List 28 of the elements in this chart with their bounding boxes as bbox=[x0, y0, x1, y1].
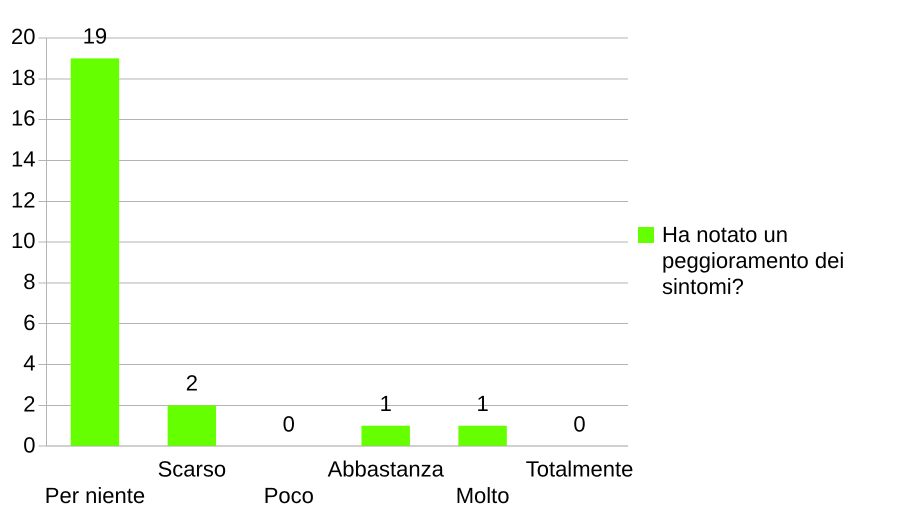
x-tick-label: Per niente bbox=[44, 482, 146, 508]
bar bbox=[458, 426, 507, 446]
y-tick-label: 0 bbox=[23, 432, 36, 458]
bar bbox=[70, 58, 120, 446]
y-tick-label: 2 bbox=[23, 391, 36, 416]
bar bbox=[361, 426, 410, 446]
y-tick-label: 20 bbox=[10, 24, 36, 50]
x-tick-label: Totalmente bbox=[526, 456, 634, 482]
y-tick-label: 18 bbox=[10, 64, 36, 90]
data-label: 19 bbox=[82, 23, 108, 48]
data-label: 0 bbox=[573, 411, 586, 436]
x-tick-label: Abbastanza bbox=[328, 456, 445, 482]
y-tick-label: 12 bbox=[10, 187, 36, 212]
y-tick-label: 16 bbox=[10, 106, 36, 131]
y-tick-label: 6 bbox=[23, 310, 36, 335]
legend-label: Ha notato un peggioramento dei sintomi? bbox=[662, 222, 846, 300]
bar bbox=[168, 405, 216, 446]
x-tick-label: Molto bbox=[456, 482, 510, 508]
data-label: 0 bbox=[282, 411, 295, 436]
x-tick-label: Scarso bbox=[158, 456, 226, 482]
y-tick-label: 4 bbox=[23, 350, 36, 376]
data-label: 2 bbox=[186, 370, 198, 396]
data-label: 1 bbox=[476, 390, 489, 416]
y-tick-label: 8 bbox=[23, 268, 36, 294]
y-tick-label: 14 bbox=[10, 146, 36, 172]
x-tick-label: Poco bbox=[264, 482, 314, 508]
y-tick-label: 10 bbox=[10, 228, 36, 254]
data-label: 1 bbox=[380, 390, 392, 416]
